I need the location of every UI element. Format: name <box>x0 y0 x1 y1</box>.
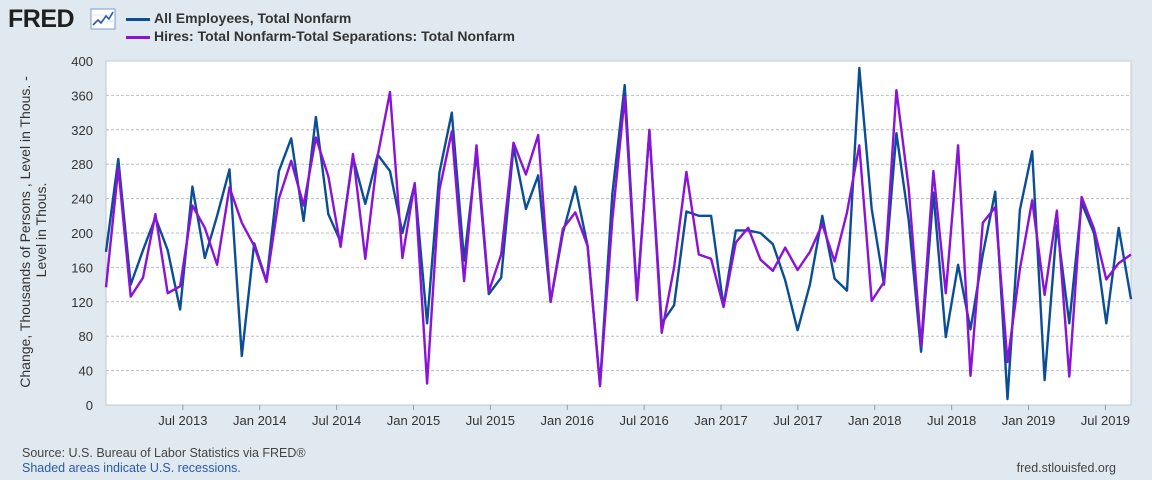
series-line-all-employees[interactable] <box>104 66 1133 401</box>
y-tick-label: 280 <box>71 157 93 172</box>
y-tick-label: 40 <box>79 364 93 379</box>
x-tick-label: Jul 2013 <box>158 413 207 428</box>
x-tick-label: Jan 2015 <box>387 413 441 428</box>
y-tick-label: 200 <box>71 226 93 241</box>
x-tick-label: Jul 2019 <box>1081 413 1130 428</box>
y-tick-label: 160 <box>71 260 93 275</box>
fred-logo[interactable]: FRED <box>8 5 75 33</box>
x-tick-label: Jan 2017 <box>694 413 748 428</box>
series-line-hires-separations[interactable] <box>104 88 1132 388</box>
legend-label-hires-separations: Hires: Total Nonfarm-Total Separations: … <box>154 28 515 44</box>
legend-swatch-all-employees <box>126 17 150 21</box>
x-tick-label: Jan 2016 <box>541 413 595 428</box>
y-tick-label: 360 <box>71 88 93 103</box>
y-axis-label-line-2: Level in Thous. <box>33 183 49 278</box>
legend-label-all-employees: All Employees, Total Nonfarm <box>154 10 352 26</box>
y-tick-label: 80 <box>79 329 93 344</box>
source-note: Source: U.S. Bureau of Labor Statistics … <box>22 446 306 460</box>
y-tick-label: 320 <box>71 123 93 138</box>
fred-graph-logo-icon <box>90 8 116 30</box>
x-tick-label: Jul 2018 <box>927 413 976 428</box>
y-tick-label: 240 <box>71 192 93 207</box>
x-tick-label: Jul 2017 <box>773 413 822 428</box>
y-axis-label-line-1: Change, Thousands of Persons , Level in … <box>17 76 33 388</box>
y-axis-label: Change, Thousands of Persons , Level in … <box>17 72 49 387</box>
legend-item-hires-separations[interactable]: Hires: Total Nonfarm-Total Separations: … <box>126 28 515 44</box>
legend-swatch-hires-separations <box>126 35 150 39</box>
recession-shading-note[interactable]: Shaded areas indicate U.S. recessions. <box>22 461 241 475</box>
x-tick-label: Jan 2018 <box>848 413 902 428</box>
x-tick-label: Jan 2014 <box>233 413 287 428</box>
x-tick-label: Jul 2014 <box>312 413 361 428</box>
y-tick-label: 0 <box>86 398 93 413</box>
x-tick-label: Jul 2015 <box>466 413 515 428</box>
x-tick-label: Jul 2016 <box>620 413 669 428</box>
site-link[interactable]: fred.stlouisfed.org <box>1016 461 1116 475</box>
y-tick-label: 120 <box>71 295 93 310</box>
y-tick-label: 400 <box>71 54 93 69</box>
x-tick-label: Jan 2019 <box>1002 413 1056 428</box>
legend-item-all-employees[interactable]: All Employees, Total Nonfarm <box>126 10 351 26</box>
